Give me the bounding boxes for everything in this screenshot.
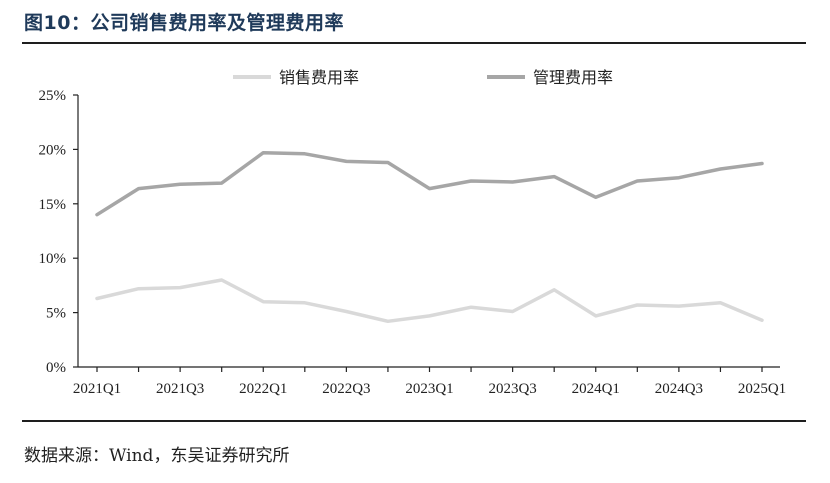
x-tick-label: 2022Q1: [239, 381, 287, 397]
series-1-point: [95, 213, 99, 216]
series-0-point: [594, 314, 597, 318]
x-ticks: 2021Q1 2021Q3 2022Q1 2022Q3 2023Q1 2023Q3 2024…: [73, 367, 786, 397]
series-0-point: [220, 278, 223, 282]
x-tick-label: 2023Q1: [405, 381, 453, 397]
series-1-point: [552, 175, 556, 178]
series-1-point: [178, 183, 182, 186]
x-tick-label: 2025Q1: [738, 381, 786, 397]
series-1-point: [636, 179, 639, 183]
x-tick-label: 2024Q1: [572, 381, 620, 397]
series-0-point: [345, 310, 348, 313]
x-tick-label: 2021Q1: [73, 381, 121, 397]
series-0-point: [552, 288, 556, 291]
y-tick-label: 15%: [39, 197, 67, 213]
series-lines: [95, 150, 764, 324]
series-1-point: [386, 161, 390, 164]
series-0-point: [178, 286, 182, 289]
legend-label-0: 销售费用率: [279, 68, 359, 87]
series-0-point: [511, 310, 514, 313]
series-1-point: [594, 196, 597, 199]
axes: [77, 95, 780, 368]
series-0-point: [386, 320, 390, 323]
series-0-point: [719, 301, 722, 305]
series-1-point: [303, 152, 307, 155]
top-divider: [22, 42, 806, 44]
chart-canvas: 销售费用率 管理费用率 0% 5% 10% 15% 20% 25% 2021Q1 2021Q3…: [39, 68, 787, 397]
chart-title: 图10：公司销售费用率及管理费用率: [24, 12, 344, 34]
series-1-point: [677, 176, 681, 179]
series-0-point: [303, 301, 307, 305]
y-ticks: 0% 5% 10% 15% 20% 25%: [39, 88, 78, 376]
data-source-note: 数据来源：Wind，东吴证券研究所: [24, 446, 290, 466]
series-1-point: [262, 151, 265, 154]
x-tick-label: 2021Q3: [156, 381, 204, 397]
series-0-point: [262, 300, 265, 303]
series-0-point: [428, 314, 431, 318]
series-0-point: [469, 305, 473, 309]
series-1-point: [719, 167, 722, 171]
y-tick-label: 10%: [39, 251, 67, 267]
series-1-point: [428, 187, 431, 190]
series-0-point: [137, 287, 140, 290]
y-tick-label: 0%: [46, 360, 66, 376]
series-1-point: [469, 179, 473, 183]
x-tick-label: 2023Q3: [488, 381, 536, 397]
x-tick-label: 2024Q3: [655, 381, 703, 397]
series-1-point: [137, 187, 140, 190]
y-tick-label: 5%: [46, 306, 66, 322]
series-1-point: [345, 160, 348, 163]
x-tick-label: 2022Q3: [322, 381, 370, 397]
series-1-point: [760, 162, 764, 165]
series-0-point: [636, 303, 639, 307]
series-0-point: [95, 297, 99, 300]
series-1-point: [220, 181, 223, 185]
series-1-point: [511, 180, 514, 184]
series-line-1: [95, 150, 764, 217]
y-tick-label: 25%: [39, 88, 67, 104]
bottom-divider: [22, 420, 806, 422]
legend: 销售费用率 管理费用率: [233, 68, 613, 87]
series-0-point: [760, 319, 764, 322]
legend-label-1: 管理费用率: [533, 68, 613, 87]
y-tick-label: 20%: [39, 142, 67, 158]
series-0-point: [677, 304, 681, 308]
